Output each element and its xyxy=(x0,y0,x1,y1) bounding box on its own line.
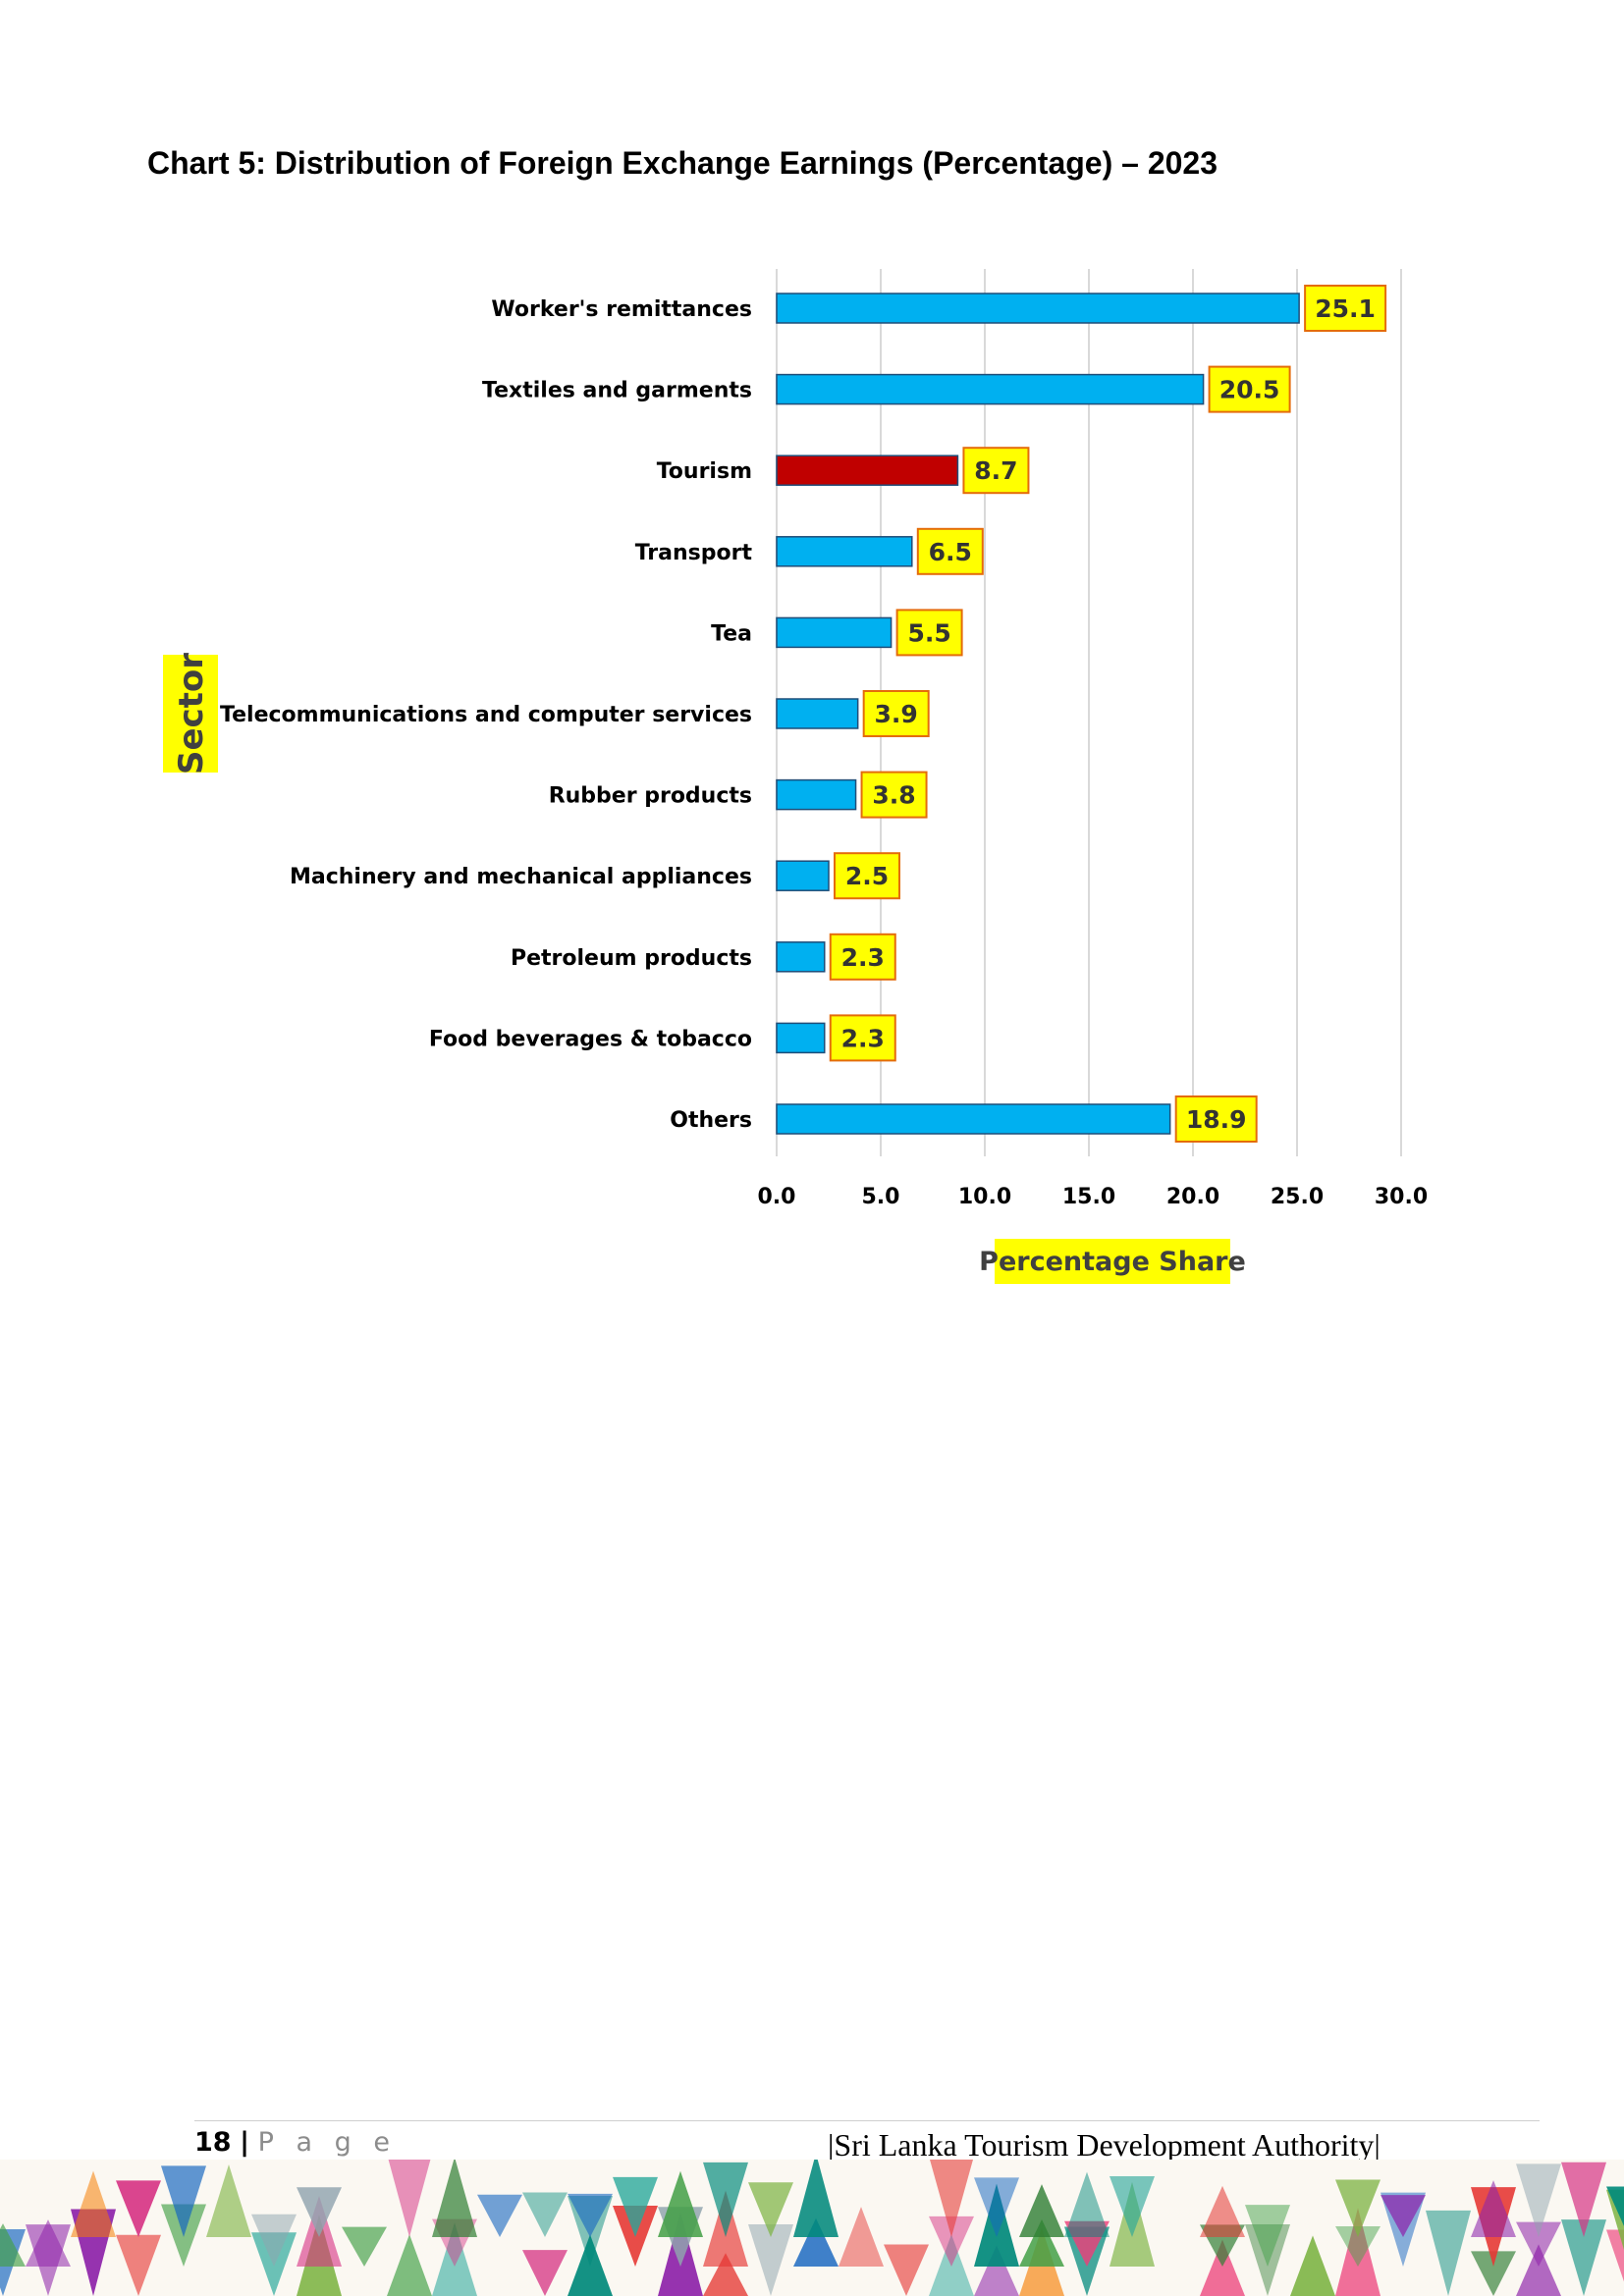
y-axis-title-highlight xyxy=(163,655,218,773)
category-label: Worker's remittances xyxy=(491,297,752,322)
x-axis-title-highlight xyxy=(995,1239,1230,1284)
data-label-box xyxy=(962,447,1030,495)
data-label: 2.3 xyxy=(841,1024,885,1052)
x-tick-label: 0.0 xyxy=(758,1185,796,1209)
data-label-box xyxy=(829,933,896,981)
page-word: P a g e xyxy=(257,2127,397,2158)
category-label: Others xyxy=(670,1108,752,1133)
category-label: Tea xyxy=(711,621,752,646)
chart-title: Chart 5: Distribution of Foreign Exchang… xyxy=(147,145,1218,181)
organization-name: |Sri Lanka Tourism Development Authority… xyxy=(828,2127,1380,2163)
x-tick-labels: 0.0 5.0 10.0 15.0 20.0 25.0 30.0 xyxy=(758,1185,1429,1209)
page-number: 18 xyxy=(194,2127,232,2158)
data-label: 2.5 xyxy=(845,862,889,890)
bar xyxy=(776,778,857,811)
data-label: 5.5 xyxy=(907,618,950,647)
bars xyxy=(776,293,1300,1135)
data-label: 8.7 xyxy=(974,456,1017,485)
data-label: 25.1 xyxy=(1315,294,1376,323)
page-footer: 18 | P a g e |Sri Lanka Tourism Developm… xyxy=(194,2120,1540,2163)
data-label: 3.8 xyxy=(872,781,915,810)
page-number-block: 18 | P a g e xyxy=(194,2127,397,2158)
bar xyxy=(776,373,1205,405)
x-tick-label: 20.0 xyxy=(1166,1185,1219,1209)
bar xyxy=(776,454,959,486)
bar-chart: 25.1 20.5 8.7 6.5 5.5 3.9 3.8 2.5 2.3 2.3 18.9 Wor… xyxy=(163,269,1429,1284)
category-label: Textiles and garments xyxy=(482,379,752,403)
bar xyxy=(776,860,830,891)
bar xyxy=(776,698,859,729)
bar xyxy=(776,1103,1171,1135)
x-axis-title: Percentage Share xyxy=(979,1247,1246,1277)
data-label-box xyxy=(834,852,900,900)
category-label: Telecommunications and computer services xyxy=(220,703,752,727)
category-label: Machinery and mechanical appliances xyxy=(290,865,752,889)
category-labels: Worker's remittances Textiles and garment… xyxy=(220,297,752,1133)
data-label-box xyxy=(916,527,984,575)
category-label: Transport xyxy=(635,541,753,565)
category-label: Tourism xyxy=(657,459,752,484)
category-label: Food beverages & tobacco xyxy=(429,1027,752,1051)
data-label: 18.9 xyxy=(1186,1105,1247,1134)
data-label-box xyxy=(829,1014,896,1062)
bar xyxy=(776,293,1300,324)
data-label: 3.9 xyxy=(875,700,918,728)
data-label-box xyxy=(895,609,963,657)
data-label: 6.5 xyxy=(929,538,972,566)
category-label: Rubber products xyxy=(549,784,752,809)
bar xyxy=(776,1022,826,1054)
decorative-banner xyxy=(0,2160,1624,2296)
data-label: 2.3 xyxy=(841,943,885,972)
data-labels: 25.1 20.5 8.7 6.5 5.5 3.9 3.8 2.5 2.3 2.3 18.9 xyxy=(829,285,1387,1143)
bar xyxy=(776,941,826,973)
x-tick-label: 25.0 xyxy=(1271,1185,1324,1209)
data-label-box xyxy=(1208,365,1291,413)
page-separator: | xyxy=(240,2127,250,2158)
bar xyxy=(776,536,913,567)
y-axis-title: Sector xyxy=(172,653,211,774)
axis-titles: Percentage Share Sector xyxy=(163,653,1246,1284)
data-label: 20.5 xyxy=(1219,376,1280,404)
data-label-box xyxy=(1174,1095,1258,1143)
x-tick-label: 30.0 xyxy=(1375,1185,1428,1209)
category-label: Petroleum products xyxy=(511,946,752,971)
data-label-box xyxy=(862,690,930,737)
x-tick-label: 15.0 xyxy=(1062,1185,1115,1209)
data-label-box xyxy=(1304,285,1387,332)
bar xyxy=(776,616,893,649)
x-tick-label: 10.0 xyxy=(958,1185,1011,1209)
data-label-box xyxy=(860,771,928,819)
x-tick-label: 5.0 xyxy=(862,1185,900,1209)
